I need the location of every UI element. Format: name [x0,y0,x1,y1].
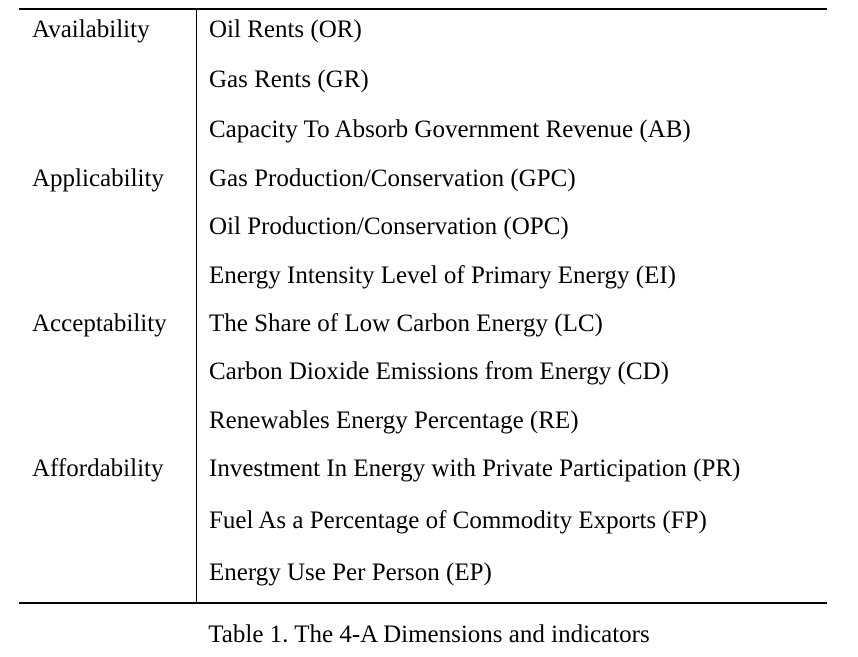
dimension-acceptability: Acceptability [32,310,167,337]
indicator-co2-emissions: Carbon Dioxide Emissions from Energy (CD… [209,358,669,385]
indicator-oil-production: Oil Production/Conservation (OPC) [209,213,569,240]
dimensions-indicators-table: Availability Applicability Acceptability… [19,8,827,604]
indicator-capacity-absorb-revenue: Capacity To Absorb Government Revenue (A… [209,116,691,143]
table-caption: Table 1. The 4-A Dimensions and indicato… [208,621,650,648]
dimension-applicability: Applicability [32,165,164,192]
indicator-renewables-percentage: Renewables Energy Percentage (RE) [209,407,579,434]
indicator-gas-rents: Gas Rents (GR) [209,66,369,93]
indicator-oil-rents: Oil Rents (OR) [209,16,362,43]
indicator-gas-production: Gas Production/Conservation (GPC) [209,165,576,192]
dimension-affordability: Affordability [32,455,164,482]
indicator-fuel-exports: Fuel As a Percentage of Commodity Export… [209,507,707,534]
dimension-availability: Availability [32,16,150,43]
indicator-energy-intensity: Energy Intensity Level of Primary Energy… [209,262,676,289]
indicator-energy-use-per-person: Energy Use Per Person (EP) [209,559,492,586]
column-divider [196,10,197,602]
indicator-low-carbon-share: The Share of Low Carbon Energy (LC) [209,310,603,337]
indicator-private-investment: Investment In Energy with Private Partic… [209,455,741,482]
